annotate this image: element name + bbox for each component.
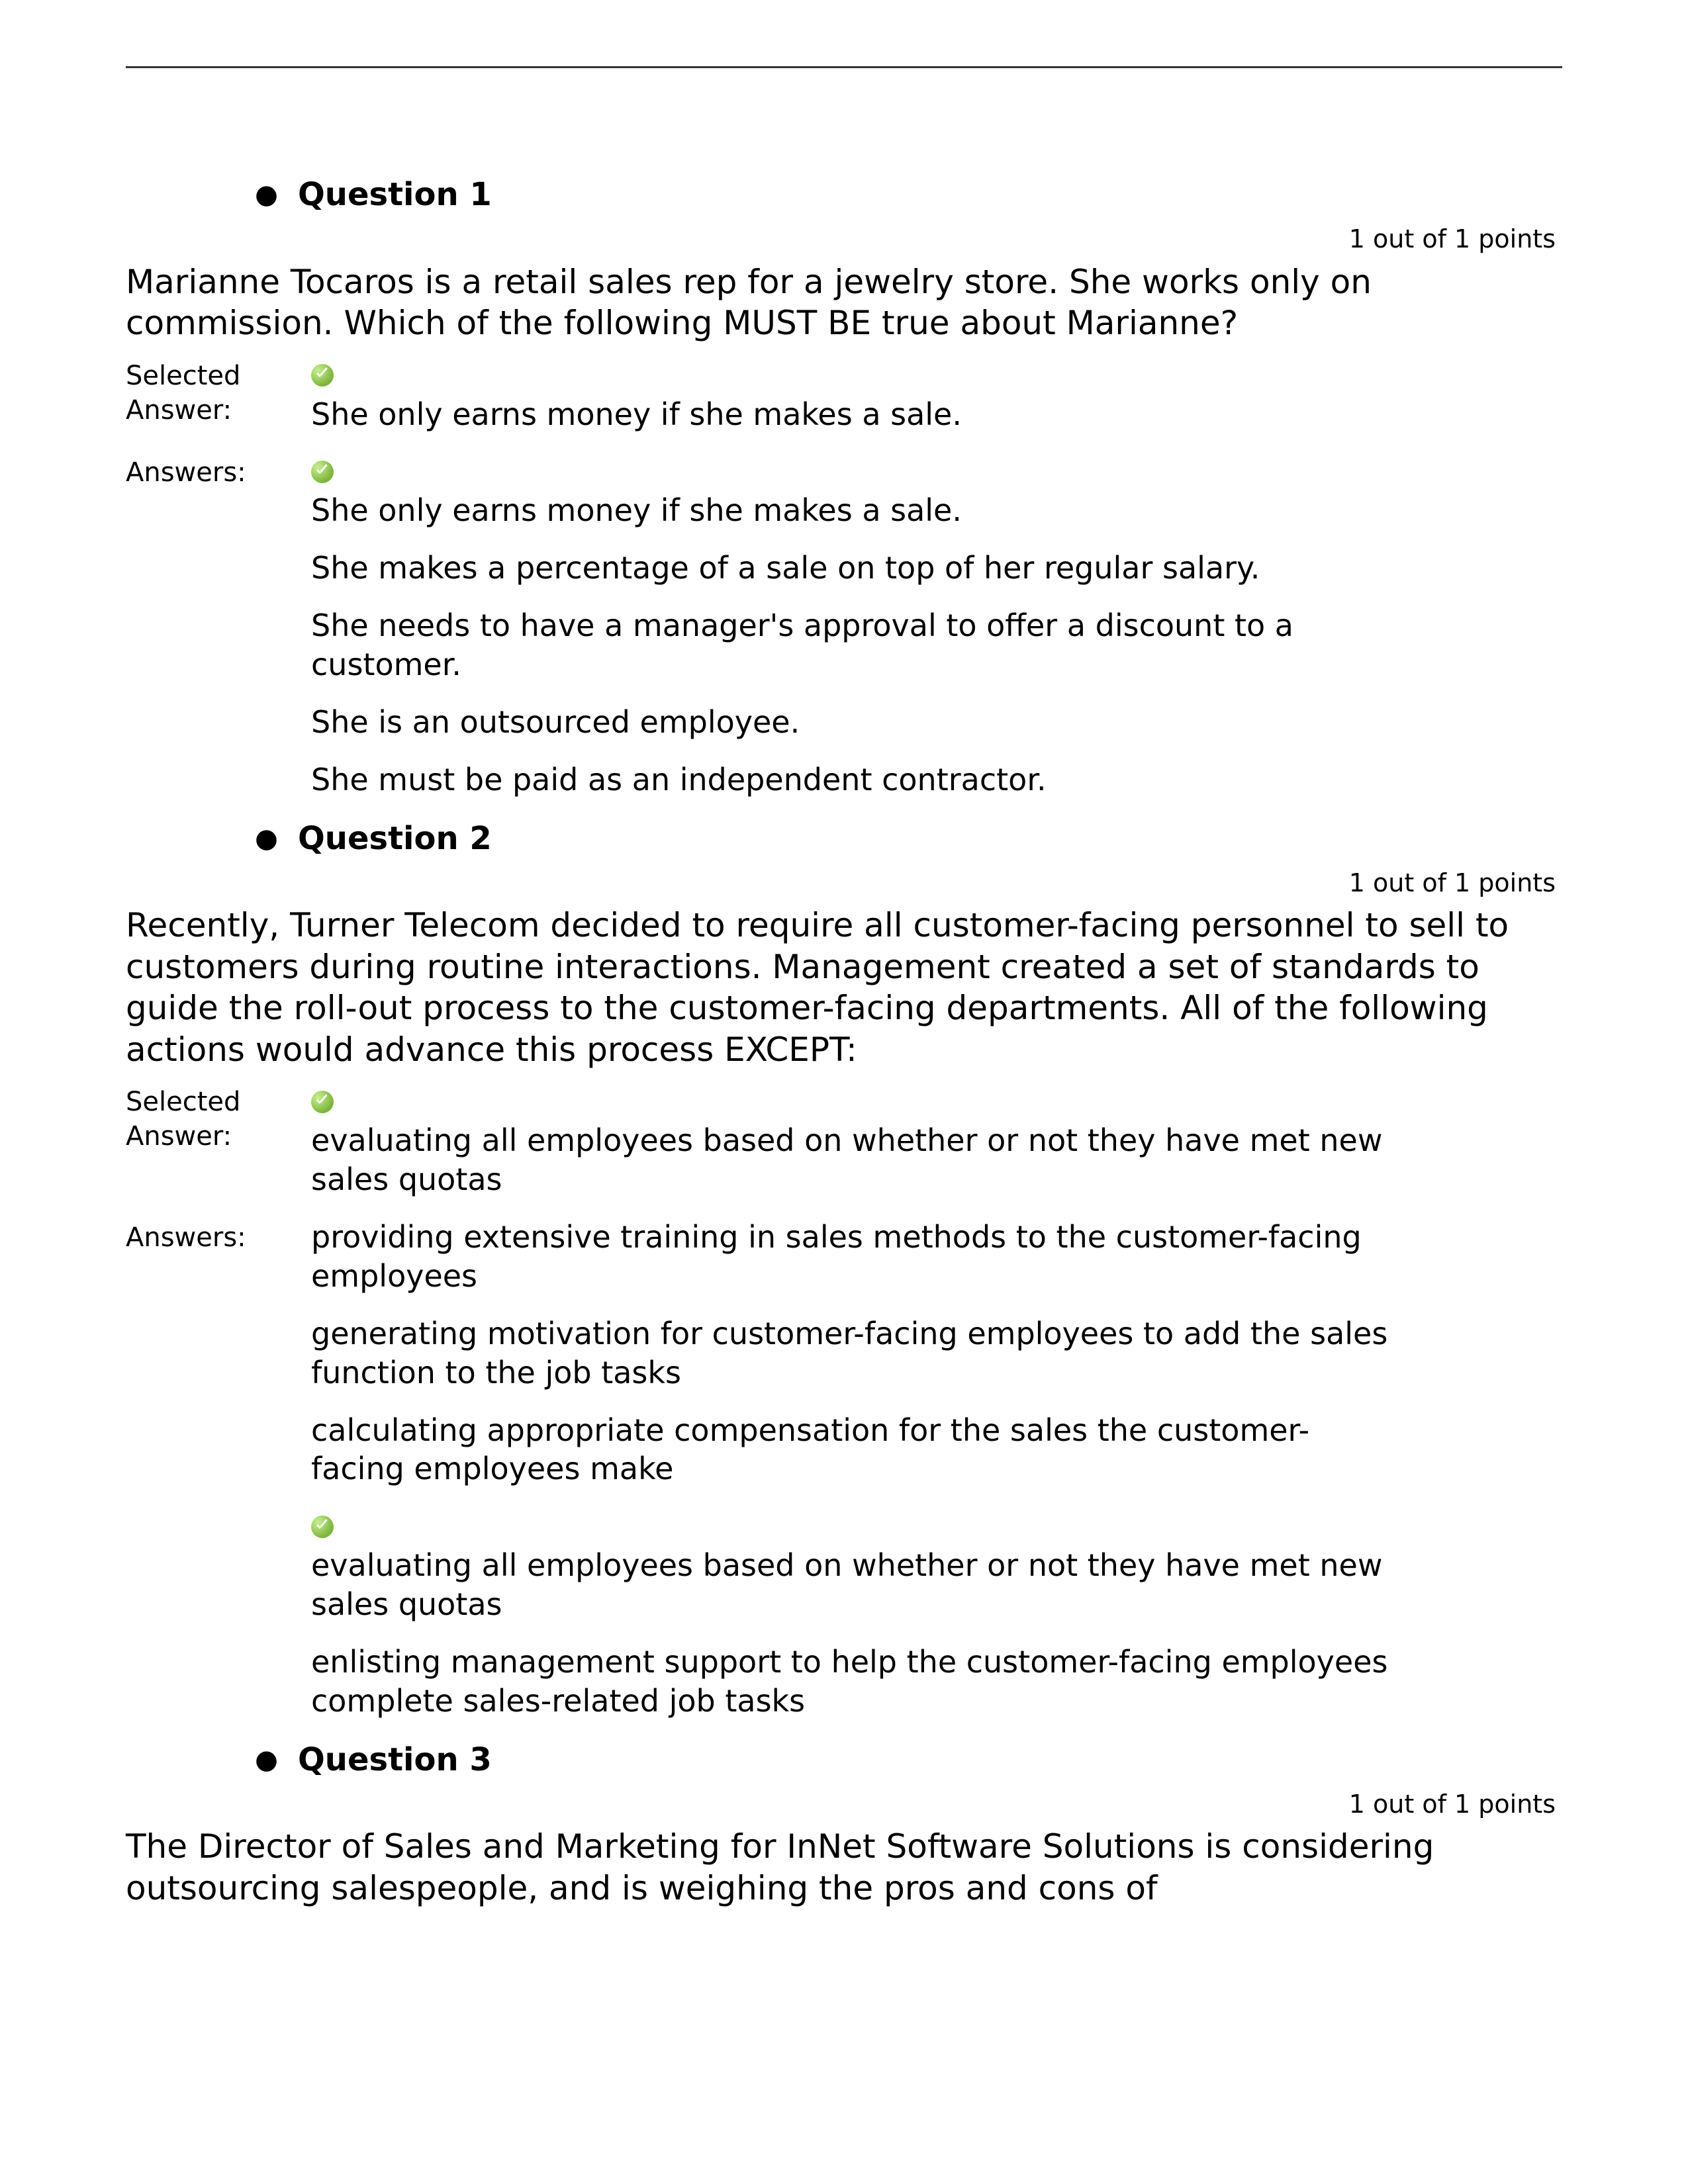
question-prompt: Recently, Turner Telecom decided to requ… (126, 905, 1562, 1082)
check-icon (311, 461, 334, 483)
question-title: Question 3 (298, 1739, 492, 1780)
answer-text: She is an outsourced employee. (311, 704, 800, 740)
check-icon (311, 1516, 334, 1538)
answer-text: She makes a percentage of a sale on top … (311, 550, 1260, 586)
answers-label: Answers: (126, 1218, 311, 1739)
answer-option: evaluating all employees based on whethe… (311, 1507, 1390, 1624)
bullet-icon: ● (255, 1743, 278, 1777)
selected-answer: evaluating all employees based on whethe… (311, 1082, 1390, 1199)
answer-option: She must be paid as an independent contr… (311, 760, 1390, 799)
bullet-icon: ● (255, 821, 278, 856)
answer-text: She only earns money if she makes a sale… (311, 492, 962, 528)
check-icon (311, 1091, 334, 1113)
bullet-icon: ● (255, 177, 278, 212)
answer-option: generating motivation for customer-facin… (311, 1314, 1390, 1392)
answer-text: enlisting management support to help the… (311, 1644, 1387, 1719)
answer-option: enlisting management support to help the… (311, 1643, 1390, 1721)
answer-option: She is an outsourced employee. (311, 703, 1390, 742)
question-title: Question 2 (298, 818, 492, 859)
question-prompt: Marianne Tocaros is a retail sales rep f… (126, 261, 1562, 356)
selected-answer-label: Selected Answer: (126, 356, 311, 453)
question-prompt: The Director of Sales and Marketing for … (126, 1826, 1562, 1921)
points-text: 1 out of 1 points (126, 1788, 1562, 1821)
page: ● Question 1 1 out of 1 points Marianne … (0, 0, 1688, 1921)
answer-text: calculating appropriate compensation for… (311, 1412, 1309, 1487)
answer-option: She needs to have a manager's approval t… (311, 606, 1390, 684)
points-text: 1 out of 1 points (126, 867, 1562, 899)
question-block: ● Question 1 1 out of 1 points Marianne … (126, 174, 1562, 818)
question-title: Question 1 (298, 174, 492, 215)
check-icon (311, 364, 334, 387)
selected-answer-label: Selected Answer: (126, 1082, 311, 1218)
answer-text: evaluating all employees based on whethe… (311, 1122, 1382, 1197)
top-rule (126, 66, 1562, 68)
points-text: 1 out of 1 points (126, 223, 1562, 255)
answer-text: She needs to have a manager's approval t… (311, 608, 1293, 682)
selected-answer: She only earns money if she makes a sale… (311, 356, 1390, 434)
answer-option: providing extensive training in sales me… (311, 1218, 1390, 1296)
answer-option: She only earns money if she makes a sale… (311, 453, 1390, 531)
answer-text: generating motivation for customer-facin… (311, 1316, 1387, 1390)
answer-text: evaluating all employees based on whethe… (311, 1547, 1382, 1622)
answer-text: She only earns money if she makes a sale… (311, 396, 962, 432)
answer-option: calculating appropriate compensation for… (311, 1411, 1390, 1489)
answers-label: Answers: (126, 453, 311, 818)
answer-option: She makes a percentage of a sale on top … (311, 549, 1390, 588)
answer-text: providing extensive training in sales me… (311, 1219, 1362, 1294)
question-block: ● Question 3 1 out of 1 points The Direc… (126, 1739, 1562, 1921)
question-block: ● Question 2 1 out of 1 points Recently,… (126, 818, 1562, 1739)
answer-text: She must be paid as an independent contr… (311, 762, 1047, 797)
